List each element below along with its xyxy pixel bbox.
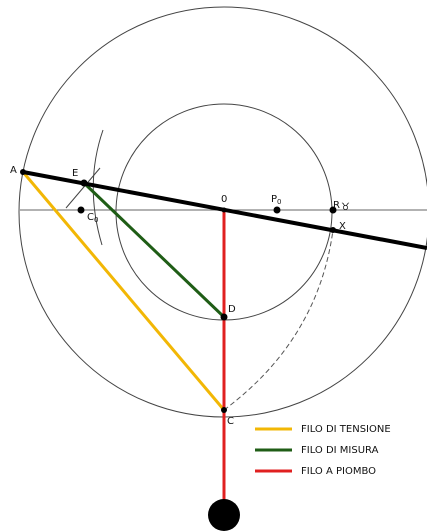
legend: FILO DI TENSIONE FILO DI MISURA FILO A P… [255, 424, 391, 477]
legend-label-plumb: FILO A PIOMBO [301, 466, 376, 477]
label-o: 0 [221, 194, 227, 205]
label-a: A [10, 165, 17, 176]
point-x-dot [330, 227, 336, 233]
taurus-symbol: ♉ [341, 202, 350, 213]
point-p0-dot [273, 206, 281, 214]
dashed-arc-cx [223, 229, 334, 411]
label-c: C [227, 416, 234, 427]
legend-label-measure: FILO DI MISURA [301, 445, 379, 456]
point-c0-dot [77, 206, 85, 214]
label-r: R [333, 200, 340, 211]
label-d: D [228, 304, 236, 315]
point-o-dot [221, 207, 227, 213]
measuring-wire [82, 181, 226, 319]
tension-wire [21, 171, 226, 411]
label-x: X [339, 221, 346, 232]
label-e: E [72, 168, 78, 179]
point-r-dot [329, 206, 337, 214]
label-c0-sub: 0 [94, 216, 98, 224]
label-c0-main: C [87, 212, 94, 223]
label-c0: C0 [87, 212, 98, 224]
label-p0-main: P [271, 194, 277, 205]
construction-tick-e [65, 167, 101, 209]
legend-label-tension: FILO DI TENSIONE [301, 424, 391, 435]
point-d-dot [220, 313, 228, 321]
label-p0-sub: 0 [277, 198, 281, 206]
point-c-dot [221, 407, 227, 413]
plumb-bob [208, 499, 240, 531]
label-p0: P0 [271, 194, 282, 206]
point-a-dot [20, 169, 26, 175]
point-e-dot [80, 179, 88, 187]
